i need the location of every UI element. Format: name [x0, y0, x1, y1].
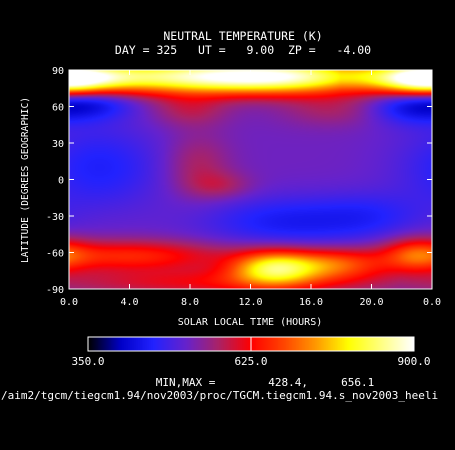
chart-subtitle: DAY = 325 UT = 9.00 ZP = -4.00	[115, 43, 371, 57]
y-tick-label: -60	[46, 249, 64, 260]
x-axis-label: SOLAR LOCAL TIME (HOURS)	[178, 317, 323, 328]
y-tick-label: 90	[52, 66, 64, 77]
x-tick-label: 4.0	[120, 297, 138, 308]
heatmap-canvas	[69, 70, 432, 289]
colorbar-min-label: 350.0	[71, 355, 104, 368]
x-tick-label: 0.0	[60, 297, 78, 308]
colorbar-mid-label: 625.0	[234, 355, 267, 368]
x-axis: 0.0 4.0 8.0 12.0 16.0 20.0 0.0	[60, 70, 441, 308]
chart-title: NEUTRAL TEMPERATURE (K)	[163, 29, 322, 43]
x-tick-label: 20.0	[359, 297, 383, 308]
y-axis: 90 60 30 0 -30 -60 -90	[46, 66, 432, 296]
colorbar-max-label: 900.0	[397, 355, 430, 368]
y-tick-label: 60	[52, 103, 64, 114]
y-axis-label: LATITUDE (DEGREES GEOGRAPHIC)	[20, 97, 31, 263]
y-tick-label: -30	[46, 212, 64, 223]
heatmap-area	[69, 70, 432, 289]
minmax-text: MIN,MAX = 428.4, 656.1	[156, 376, 375, 389]
source-path: /aim2/tgcm/tiegcm1.94/nov2003/proc/TGCM.…	[1, 389, 438, 402]
x-tick-label: 16.0	[299, 297, 323, 308]
x-tick-label: 12.0	[238, 297, 262, 308]
y-tick-label: 30	[52, 139, 64, 150]
x-tick-label: 0.0	[423, 297, 441, 308]
y-tick-label: 0	[58, 176, 64, 187]
x-tick-label: 8.0	[181, 297, 199, 308]
y-tick-label: -90	[46, 285, 64, 296]
